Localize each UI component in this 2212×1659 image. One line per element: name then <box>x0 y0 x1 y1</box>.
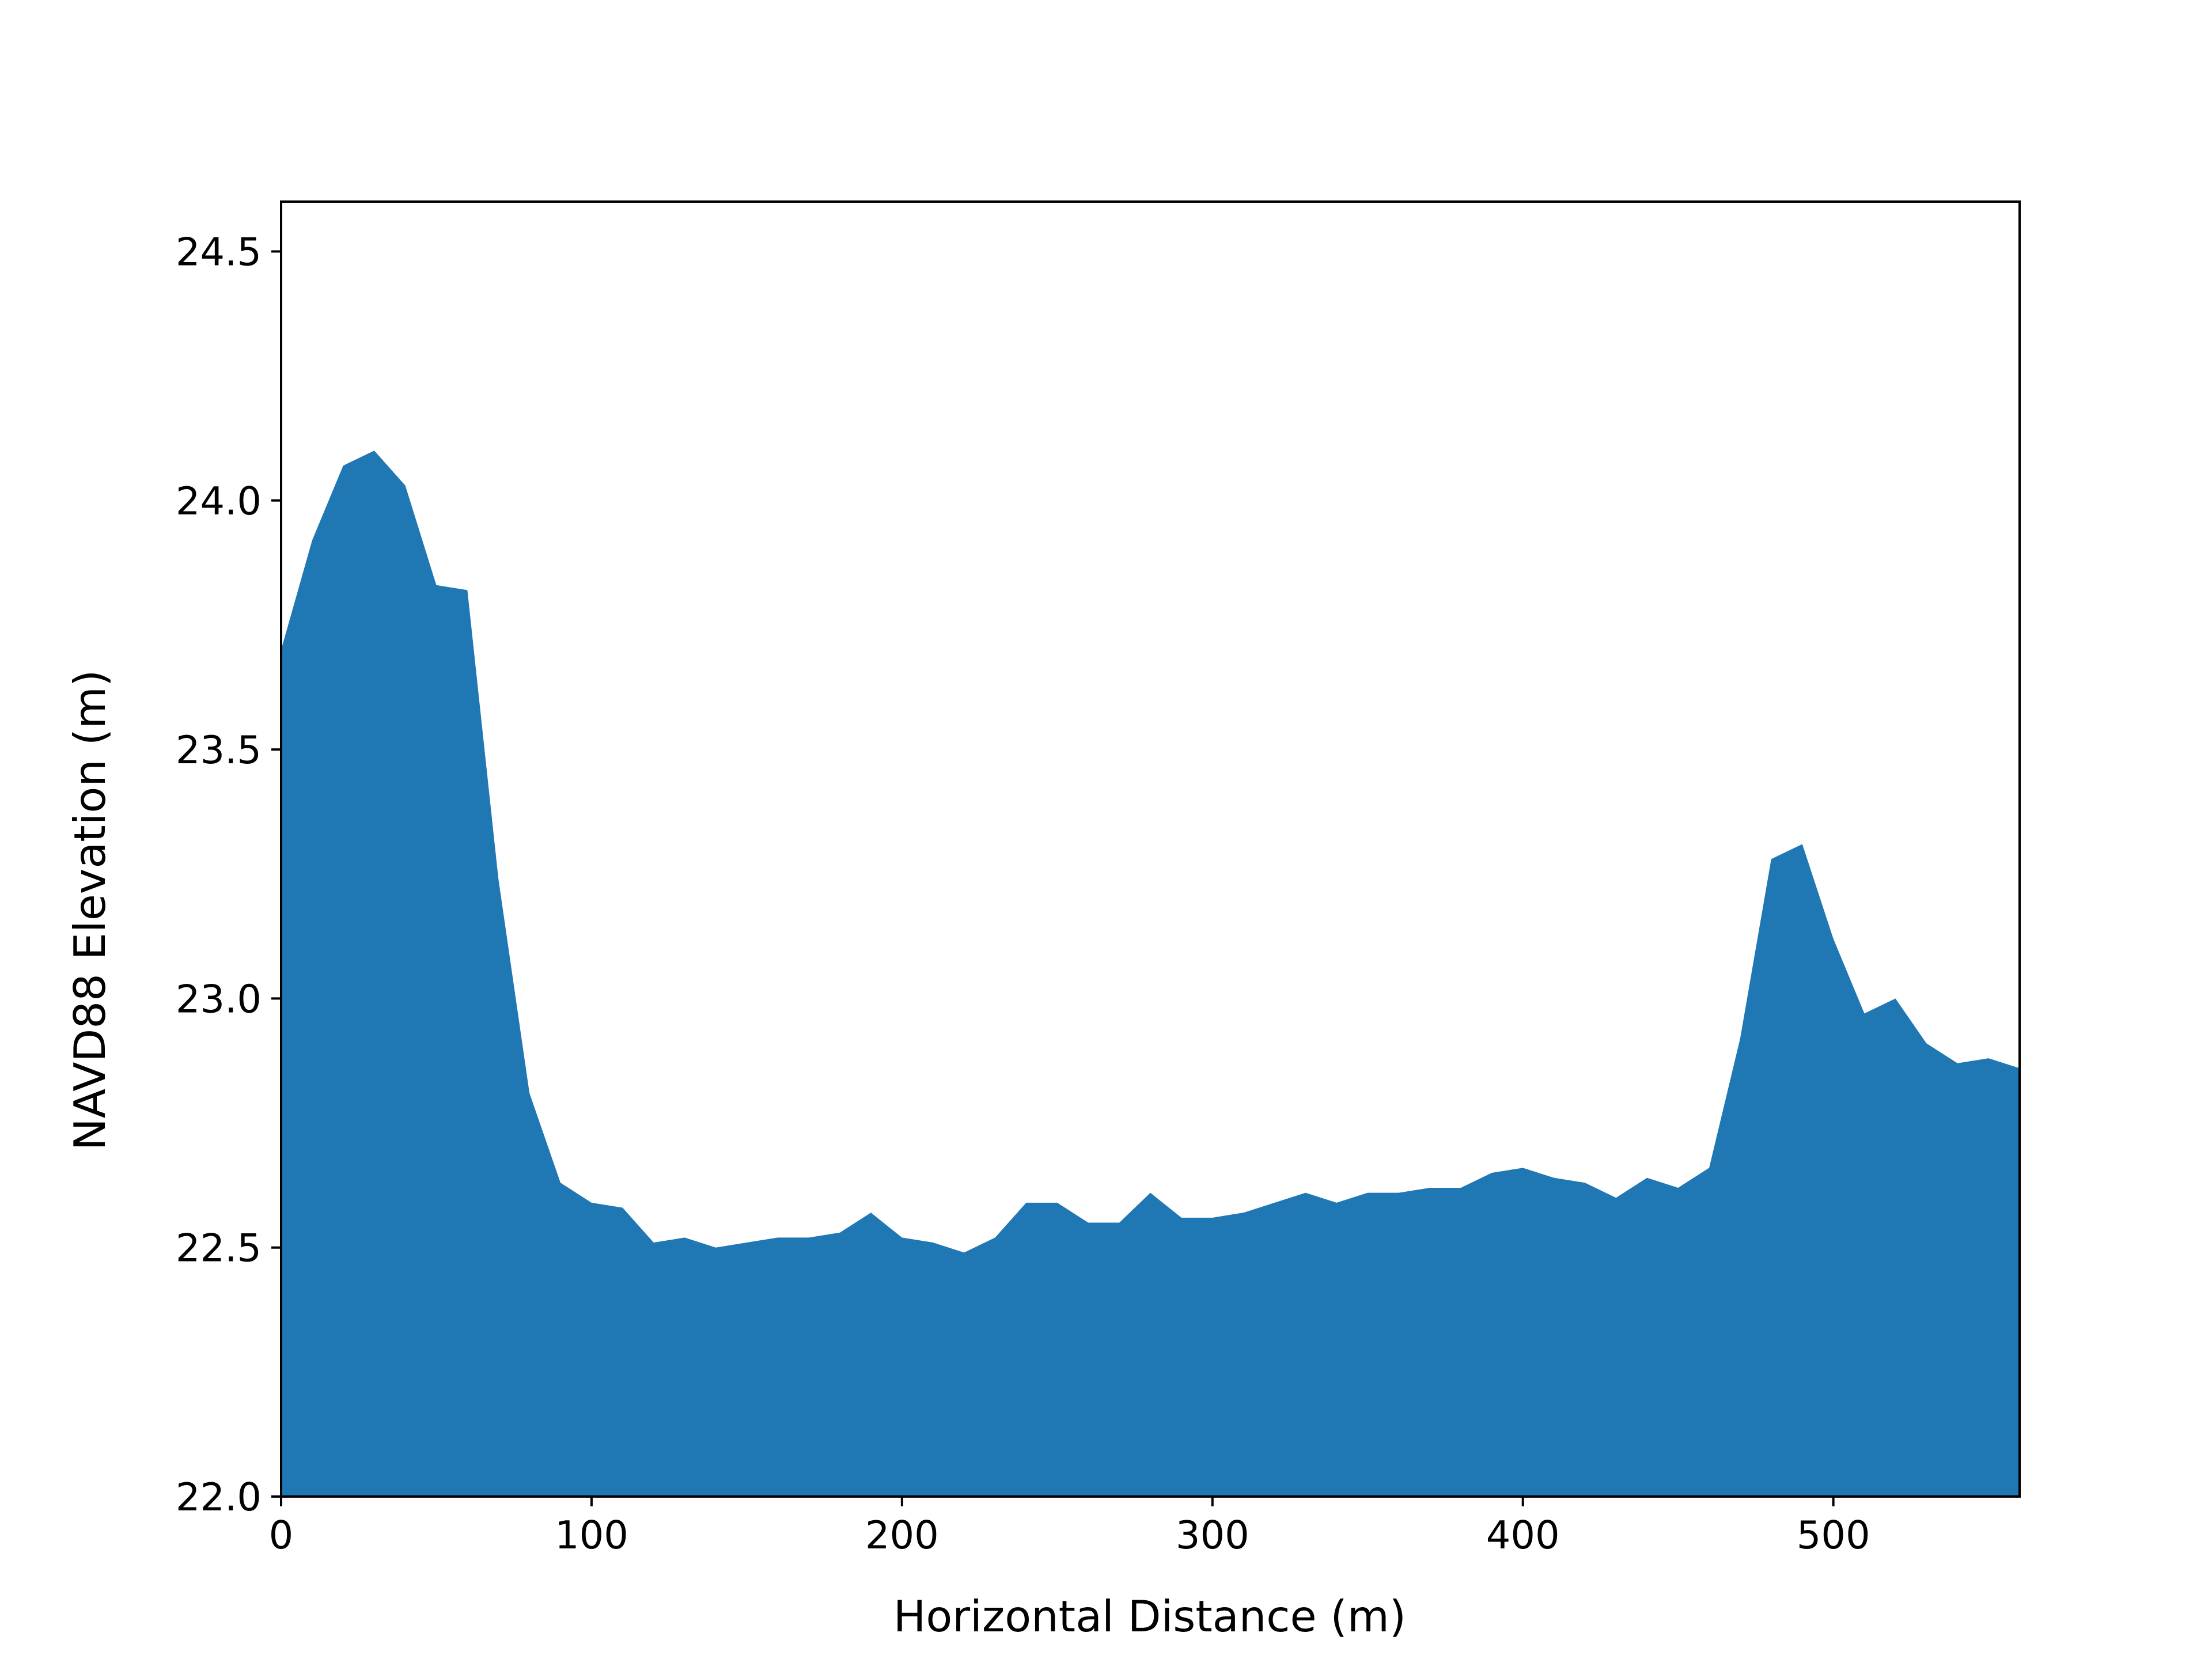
elevation-area <box>281 450 2020 1497</box>
x-tick-label: 400 <box>1486 1513 1560 1558</box>
x-tick-label: 200 <box>865 1513 939 1558</box>
y-tick-label: 23.0 <box>176 976 262 1021</box>
x-tick-label: 500 <box>1797 1513 1870 1558</box>
x-axis-label: Horizontal Distance (m) <box>893 1591 1406 1642</box>
plot-frame <box>280 200 2021 1498</box>
y-axis: 22.0 22.5 23.0 23.5 24.0 24.5 <box>176 229 281 1520</box>
y-axis-label: NAVD88 Elevation (m) <box>65 670 115 1151</box>
y-tick-label: 24.0 <box>176 479 262 524</box>
y-tick-label: 24.5 <box>176 229 262 274</box>
x-tick-label: 300 <box>1176 1513 1249 1558</box>
y-tick-label: 23.5 <box>176 728 262 772</box>
y-tick-label: 22.5 <box>176 1226 262 1271</box>
area-layer <box>281 450 2020 1497</box>
x-tick-label: 0 <box>269 1513 294 1558</box>
x-axis: 0 100 200 300 400 500 <box>269 1497 1870 1558</box>
x-tick-label: 100 <box>555 1513 628 1558</box>
y-tick-label: 22.0 <box>176 1475 262 1520</box>
